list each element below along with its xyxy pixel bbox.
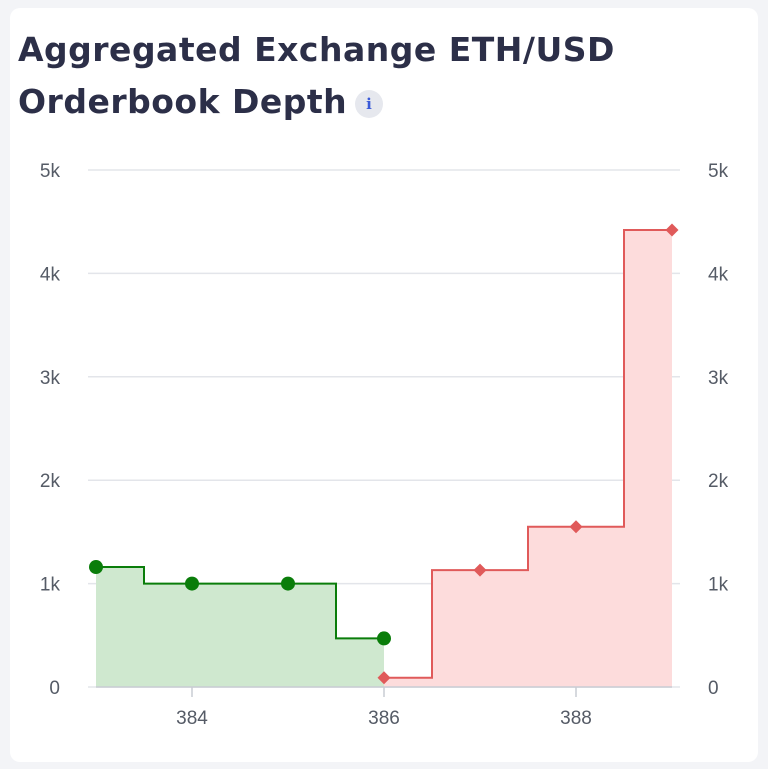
title-line-2-text: Orderbook Depth [18,82,348,121]
y-tick-label-left: 5k [40,161,61,182]
y-tick-label-right: 5k [708,161,729,182]
y-tick-label-left: 3k [40,368,61,389]
info-icon[interactable]: i [355,89,384,118]
x-tick-label: 388 [560,708,592,729]
asks-point[interactable] [665,223,679,237]
title-line-1: Aggregated Exchange ETH/USD [18,30,615,69]
asks-point[interactable] [473,563,487,577]
bids-point[interactable] [89,560,103,575]
bids-point[interactable] [281,576,295,591]
bids-point[interactable] [185,576,199,591]
y-tick-label-left: 4k [40,264,61,285]
asks-point[interactable] [377,671,391,685]
y-tick-label-right: 0 [708,678,719,699]
bids-area [96,567,384,687]
y-tick-label-right: 4k [708,264,729,285]
asks-point[interactable] [569,520,583,534]
asks-area [384,229,672,688]
y-tick-label-right: 3k [708,368,729,389]
y-tick-label-right: 1k [708,575,729,596]
y-tick-label-left: 0 [49,678,60,699]
bids-step-line [96,566,384,640]
chart-title: Aggregated Exchange ETH/USD Orderbook De… [18,24,638,128]
y-tick-label-left: 2k [40,471,61,492]
y-tick-label-right: 2k [708,471,729,492]
asks-step-line [384,228,672,679]
y-tick-label-left: 1k [40,575,61,596]
x-tick-label: 386 [368,708,400,729]
bids-point[interactable] [377,631,391,646]
title-line-2: Orderbook Depth i [18,76,638,128]
x-tick-label: 384 [176,708,208,729]
